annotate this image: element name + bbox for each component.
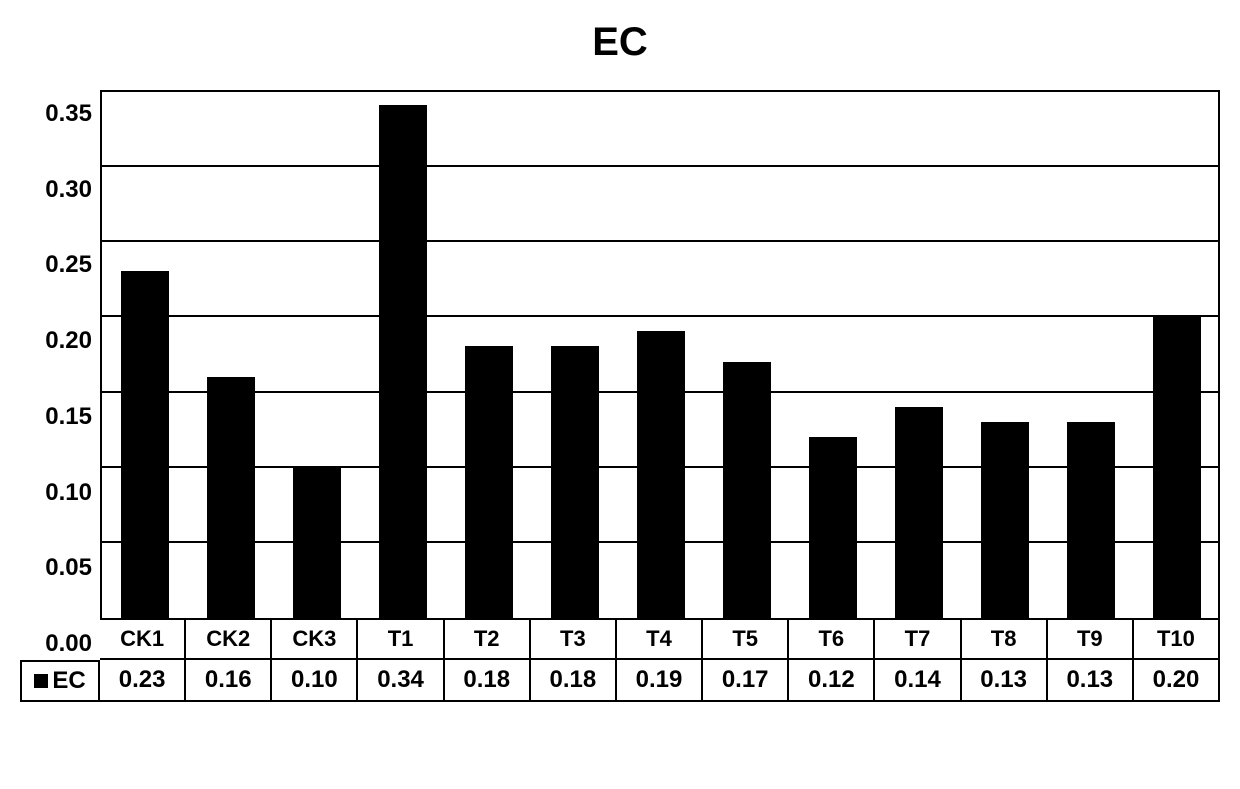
category-cell: T2 [445,620,531,660]
category-cell: T10 [1134,620,1220,660]
y-axis: 0.350.300.250.200.150.100.050.00 [20,90,100,620]
bar-slot [790,90,876,618]
value-cell: 0.14 [875,660,961,702]
bar [121,271,168,618]
value-row: 0.230.160.100.340.180.180.190.170.120.14… [100,660,1220,702]
bar-slot [532,90,618,618]
plot-wrapper: EC CK1CK2CK3T1T2T3T4T5T6T7T8T9T100.230.1… [100,90,1220,702]
bar [981,422,1028,618]
bar-slot [188,90,274,618]
category-cell: T6 [789,620,875,660]
bar [1067,422,1114,618]
category-cell: T3 [531,620,617,660]
bars-container [102,90,1220,618]
value-cell: 0.10 [272,660,358,702]
value-cell: 0.18 [531,660,617,702]
value-cell: 0.19 [617,660,703,702]
bar-slot [704,90,790,618]
table-blank-cell [20,620,100,660]
value-cell: 0.34 [358,660,444,702]
bar-slot [102,90,188,618]
bar-slot [1134,90,1220,618]
value-cell: 0.13 [962,660,1048,702]
data-table: EC CK1CK2CK3T1T2T3T4T5T6T7T8T9T100.230.1… [100,620,1220,702]
value-cell: 0.20 [1134,660,1220,702]
series-name: EC [52,667,85,695]
category-cell: T1 [358,620,444,660]
value-cell: 0.16 [186,660,272,702]
bar-slot [618,90,704,618]
data-table-values: CK1CK2CK3T1T2T3T4T5T6T7T8T9T100.230.160.… [100,620,1220,702]
value-cell: 0.13 [1048,660,1134,702]
category-cell: T5 [703,620,789,660]
series-legend-label: EC [20,660,100,702]
value-cell: 0.23 [100,660,186,702]
chart-title: EC [20,20,1220,65]
value-cell: 0.18 [445,660,531,702]
bar [379,105,426,618]
plot-area [100,90,1220,620]
value-cell: 0.17 [703,660,789,702]
value-cell: 0.12 [789,660,875,702]
bar [465,346,512,618]
bar-slot [876,90,962,618]
legend-swatch-icon [34,674,48,688]
chart-body: 0.350.300.250.200.150.100.050.00 EC CK1C… [20,90,1220,702]
category-cell: CK2 [186,620,272,660]
bar-slot [446,90,532,618]
category-cell: CK3 [272,620,358,660]
bar-slot [962,90,1048,618]
bar-slot [274,90,360,618]
bar [637,331,684,618]
bar [895,407,942,618]
data-table-label-column: EC [20,620,100,702]
category-cell: T4 [617,620,703,660]
bar [551,346,598,618]
category-cell: T9 [1048,620,1134,660]
category-row: CK1CK2CK3T1T2T3T4T5T6T7T8T9T10 [100,620,1220,660]
bar-slot [360,90,446,618]
bar-slot [1048,90,1134,618]
category-cell: T8 [962,620,1048,660]
ec-bar-chart: EC 0.350.300.250.200.150.100.050.00 EC C… [20,20,1220,702]
bar [1153,316,1200,618]
bar [809,437,856,618]
bar [293,467,340,618]
bar [723,362,770,618]
bar [207,377,254,618]
category-cell: T7 [875,620,961,660]
category-cell: CK1 [100,620,186,660]
